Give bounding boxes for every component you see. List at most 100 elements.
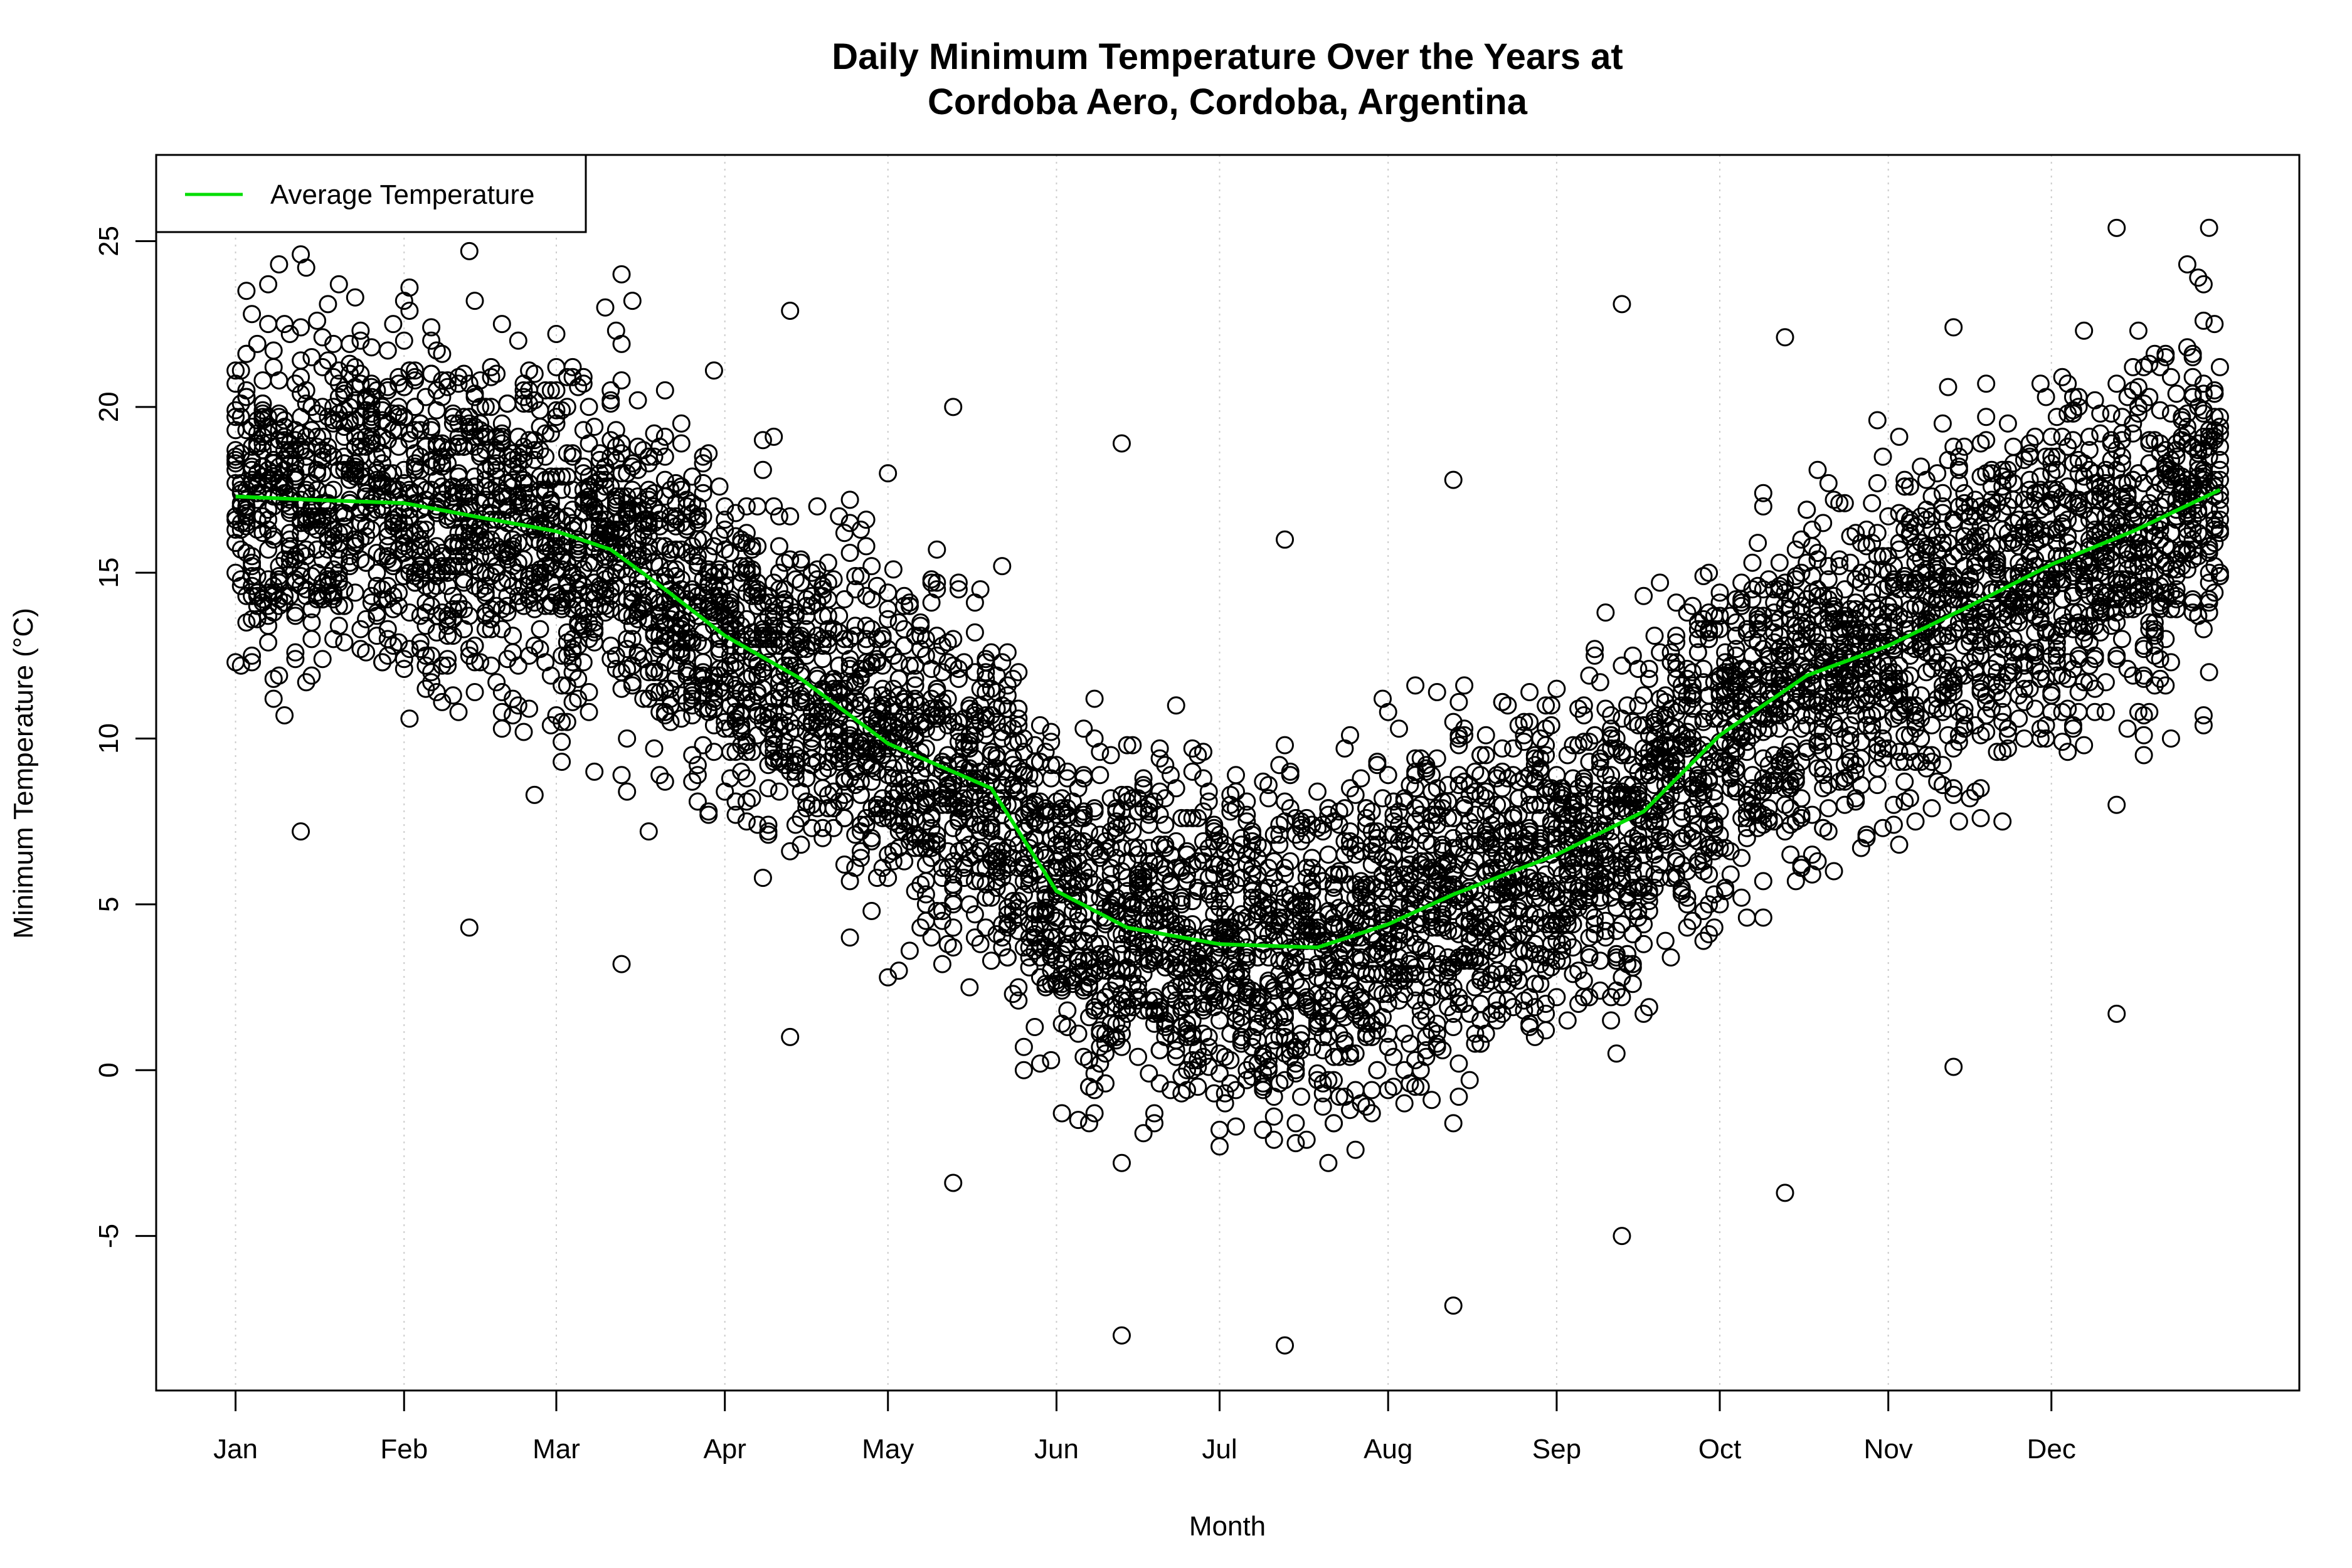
data-point	[1303, 849, 1322, 867]
scatter-points	[226, 218, 2229, 1355]
data-point	[373, 653, 392, 672]
data-point	[1014, 1037, 1033, 1056]
data-point	[335, 524, 354, 543]
data-point	[308, 540, 327, 559]
data-point	[1052, 1104, 1071, 1123]
data-point	[1352, 769, 1370, 788]
data-point	[335, 633, 354, 652]
data-point	[1335, 799, 1354, 818]
data-point	[455, 600, 474, 618]
data-point	[438, 563, 457, 582]
data-point	[916, 739, 935, 758]
data-point	[438, 656, 457, 675]
data-point	[275, 418, 294, 436]
data-point	[1640, 669, 1658, 688]
data-point	[335, 596, 354, 615]
data-point	[1444, 1114, 1463, 1133]
data-point	[612, 434, 631, 453]
data-point	[384, 464, 403, 483]
data-point	[302, 630, 321, 649]
data-point	[704, 716, 723, 734]
data-point	[231, 361, 250, 380]
data-point	[324, 480, 343, 499]
data-point	[449, 600, 468, 618]
data-point	[270, 255, 289, 273]
data-point	[455, 437, 474, 456]
data-point	[302, 421, 321, 440]
data-point	[514, 723, 533, 741]
data-point	[280, 325, 299, 343]
data-point	[655, 427, 674, 446]
data-point	[259, 521, 278, 539]
data-point	[1156, 815, 1175, 834]
data-point	[302, 348, 321, 366]
data-point	[411, 640, 430, 659]
data-point	[292, 318, 310, 337]
data-point	[438, 610, 457, 628]
data-point	[525, 364, 544, 383]
data-point	[460, 408, 479, 426]
data-point	[378, 576, 397, 595]
data-point	[1319, 845, 1338, 864]
data-point	[297, 673, 315, 692]
data-point	[900, 941, 919, 960]
data-point	[1080, 822, 1098, 841]
data-point	[1700, 865, 1719, 884]
data-point	[1542, 716, 1560, 734]
data-point	[416, 646, 435, 665]
data-point	[1129, 1047, 1147, 1066]
data-point	[449, 702, 468, 721]
data-point	[297, 540, 315, 559]
data-point	[835, 590, 854, 608]
data-point	[346, 583, 364, 602]
data-point	[319, 295, 337, 314]
data-point	[433, 344, 452, 363]
grid-lines	[235, 155, 2052, 1391]
data-point	[384, 315, 403, 334]
data-point	[319, 497, 337, 516]
data-point	[612, 766, 631, 785]
data-point	[655, 381, 674, 400]
data-point	[406, 371, 425, 389]
data-point	[1574, 696, 1593, 715]
data-point	[259, 275, 278, 294]
data-point	[781, 507, 800, 526]
data-point	[1368, 1061, 1387, 1079]
data-point	[1113, 1153, 1131, 1172]
data-point	[1558, 1011, 1577, 1030]
data-point	[808, 497, 827, 516]
data-point	[1080, 1114, 1098, 1133]
data-point	[1199, 1027, 1218, 1046]
data-point	[748, 497, 767, 516]
data-point	[362, 404, 381, 423]
data-point	[1390, 719, 1408, 738]
data-point	[253, 371, 272, 389]
data-point	[1384, 1047, 1403, 1066]
data-point	[944, 938, 963, 957]
data-point	[275, 706, 294, 724]
data-point	[395, 331, 413, 350]
data-point	[1150, 739, 1169, 758]
data-point	[1134, 1124, 1153, 1143]
data-point	[416, 679, 435, 698]
data-point	[1227, 1117, 1245, 1136]
data-point	[264, 689, 283, 708]
data-point	[928, 540, 946, 559]
data-point	[351, 321, 370, 340]
data-point	[248, 474, 267, 492]
data-point	[639, 822, 658, 841]
data-point	[422, 364, 441, 383]
data-point	[335, 454, 354, 473]
data-point	[922, 928, 941, 947]
data-point	[672, 414, 691, 433]
data-point	[1623, 925, 1642, 943]
data-point	[416, 521, 435, 539]
data-point	[259, 315, 278, 334]
data-point	[1009, 699, 1028, 718]
data-point	[465, 637, 484, 655]
data-point	[655, 447, 674, 466]
data-point	[759, 779, 778, 798]
data-point	[237, 388, 256, 406]
data-point	[275, 586, 294, 605]
